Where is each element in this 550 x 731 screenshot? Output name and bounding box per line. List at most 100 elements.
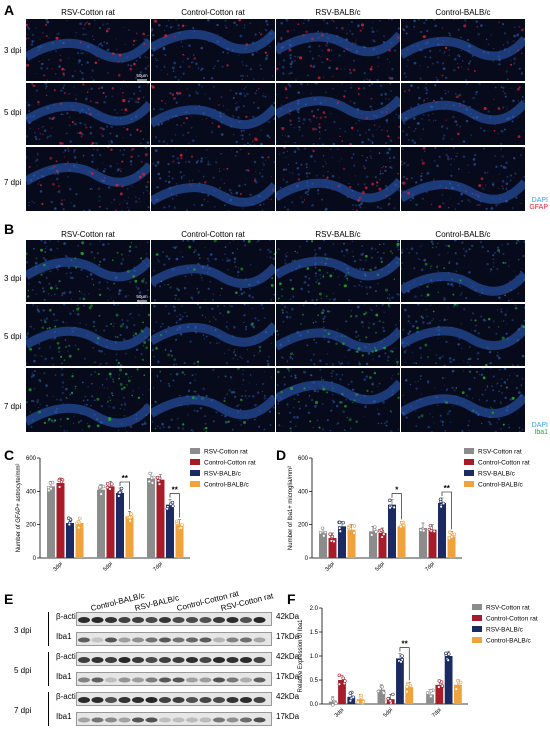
panel-b-micrograph-r2-c4 [401,304,525,366]
significance-label: ** [122,474,129,483]
x-tick-label: 3dpi [52,561,64,573]
legend-swatch [472,604,482,610]
significance-label: ** [401,640,408,649]
legend-entry: RSV-Cotton rat [204,449,248,456]
blot-band-name: Iba1 [56,672,72,681]
significance-label: ** [444,484,451,493]
significance-label: ** [172,486,179,495]
x-tick-label: 5dpi [374,561,386,573]
y-tick-label: 1.0 [310,654,319,660]
panel-letter-a: A [4,2,15,18]
bar-f-7dpi-3 [454,684,462,704]
panel-a-micrograph-r1-c1 [26,19,150,81]
y-tick-label: 1.5 [310,630,319,636]
legend-swatch [472,626,482,632]
chart-f-iba1-expression: 0.0 0.5 1.0 1.5 2.0 Relative Expression of Ib… [298,604,538,719]
panel-letter-d: D [276,447,287,463]
panel-b-row-label-3: 7 dpi [4,402,22,411]
panel-b-col-header-4: Control-BALB/c [435,230,491,239]
bar-d-7dpi-0 [419,528,427,558]
bar-f-3dpi-0 [328,701,337,704]
chart-d-iba1-microglia: 0 200 400 600 Number of Iba1+ microglia/mm² 3… [288,448,530,573]
panel-a-micrograph-r1-c3 [276,19,400,81]
blot-lane [76,612,272,626]
bar-d-3dpi-0 [319,533,327,558]
bar-f-3dpi-1 [338,680,346,704]
panel-a-col-header-1: RSV-Cotton rat [61,8,115,17]
bar-c-5dpi-3 [125,516,134,558]
panel-a-legend-gfap: GFAP [529,204,548,211]
panel-a-row-label-1: 3 dpi [4,46,22,55]
bar-c-3dpi-0 [47,486,55,558]
blot-lane [76,632,272,646]
panel-b-micrograph-r2-c3 [276,304,400,366]
bar-d-5dpi-3 [397,526,406,558]
panel-a-micrograph-r3-c2 [151,147,275,211]
legend-swatch [190,459,200,465]
y-tick-label: 200 [26,523,37,529]
blot-band-name: β-actin [56,612,81,621]
x-tick-label: 3dpi [334,707,346,719]
panel-b-micrograph-r2-c2 [151,304,275,366]
blot-kda-label: 17kDa [276,712,300,721]
panel-b-col-header-3: RSV-BALB/c [315,230,361,239]
panel-letter-c: C [4,447,15,463]
panel-a-micrograph-r3-c4 [401,147,525,211]
legend-entry: Control-BALB/c [204,482,250,489]
blot-lane [76,652,272,666]
bar-d-3dpi-3 [347,529,356,558]
x-tick-label: 3dpi [324,561,336,573]
bar-d-7dpi-1 [428,529,437,558]
bar-f-7dpi-2 [444,656,453,704]
panel-a-micrograph-r3-c3 [276,147,400,211]
panel-letter-f: F [287,591,296,607]
y-tick-label: 2.0 [310,606,319,612]
chart-c-gfap-astrocytes: 0 200 400 600 Number of GFAP+ astrocyte/mm² 3… [16,448,256,573]
legend-entry: RSV-BALB/c [204,471,242,478]
panel-b-legend-dapi: DAPI [531,422,548,429]
panel-b-legend-iba1: Iba1 [534,429,548,436]
bar-c-3dpi-1 [56,483,65,558]
y-tick-label: 200 [298,523,309,529]
y-tick-label: 400 [26,489,37,495]
panel-b-col-header-1: RSV-Cotton rat [61,230,115,239]
panel-a-col-header-2: Control-Cotton rat [181,8,245,17]
bar-f-3dpi-3 [356,699,365,704]
bar-c-7dpi-2 [166,504,174,558]
y-axis-label: Number of Iba1+ microglia/mm² [288,466,294,550]
blot-dpi-label-3: 7 dpi [14,706,32,715]
panel-b-micrograph-r1-c1 [26,240,150,302]
blot-kda-label: 17kDa [276,632,300,641]
panel-letter-b: B [4,221,15,237]
y-tick-label: 0.5 [310,678,319,684]
legend-entry: Control-BALB/c [486,638,532,645]
panel-b-col-header-2: Control-Cotton rat [181,230,245,239]
blot-band-name: β-actin [56,692,81,701]
bar-d-3dpi-1 [328,538,337,558]
x-tick-label: 5dpi [102,561,114,573]
legend-entry: Control-Cotton rat [204,460,256,467]
legend-entry: Control-Cotton rat [478,460,530,467]
blot-lane [76,692,272,706]
blot-kda-label: 17kDa [276,672,300,681]
bar-c-3dpi-3 [75,523,84,558]
panel-a-micrograph-r1-c4 [401,19,525,81]
bar-d-5dpi-0 [369,531,377,558]
panel-a-micrograph-r2-c1 [26,83,150,145]
significance-label: * [395,486,399,495]
panel-a-row-label-3: 7 dpi [4,178,22,187]
legend-swatch [190,448,200,454]
bar-c-5dpi-0 [97,489,105,558]
bar-c-3dpi-2 [66,523,74,558]
bar-d-3dpi-2 [338,526,346,558]
blot-dpi-label-2: 5 dpi [14,666,32,675]
panel-a-legend-dapi: DAPI [531,197,548,204]
bar-c-7dpi-3 [175,524,184,558]
panel-a-row-label-2: 5 dpi [4,108,22,117]
bar-c-5dpi-1 [106,486,115,558]
legend-entry: RSV-Cotton rat [486,605,530,612]
x-tick-label: 5dpi [382,707,394,719]
y-axis-label: Relative Expression of Iba1 [298,619,304,693]
legend-swatch [472,637,482,643]
legend-swatch [472,615,482,621]
